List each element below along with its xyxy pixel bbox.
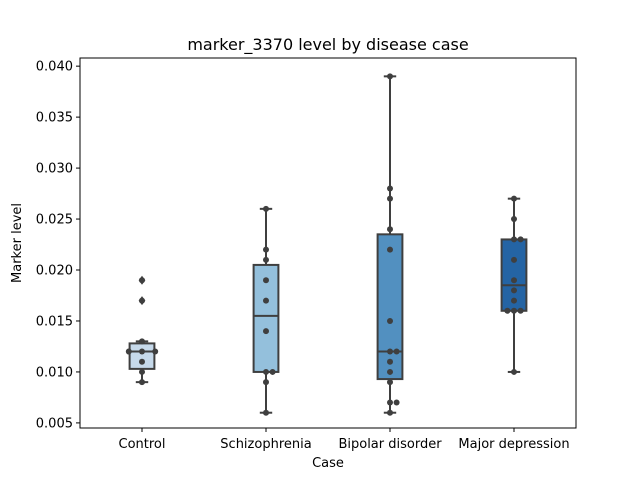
data-point — [511, 195, 517, 202]
data-point — [263, 277, 269, 284]
data-point — [387, 317, 393, 324]
x-axis: Control Schizophrenia Bipolar disorder Majo… — [119, 428, 570, 452]
data-point — [387, 73, 393, 80]
data-point — [517, 236, 524, 243]
y-tick-label: 0.030 — [36, 162, 73, 177]
y-tick-label: 0.010 — [36, 365, 73, 380]
swarm-group — [504, 195, 524, 375]
y-tick-label: 0.035 — [36, 111, 73, 126]
data-point — [511, 256, 517, 263]
data-point — [387, 195, 393, 202]
data-point — [139, 277, 145, 284]
data-point — [263, 205, 269, 212]
data-point — [387, 185, 393, 192]
data-point — [387, 226, 393, 233]
plot-area — [125, 73, 528, 416]
data-point — [263, 368, 269, 375]
swarm-group — [263, 205, 276, 416]
data-point — [387, 409, 393, 416]
x-axis-label: Case — [312, 456, 344, 471]
data-point — [387, 379, 393, 386]
x-tick-label: Control — [119, 437, 166, 452]
data-point — [263, 297, 269, 304]
box-group-bipolar-disorder — [376, 75, 404, 414]
data-point — [139, 348, 145, 355]
x-tick-label: Bipolar disorder — [338, 437, 442, 452]
data-point — [387, 358, 393, 365]
data-point — [269, 368, 276, 375]
box-group-major-depression — [500, 197, 528, 373]
data-point — [387, 399, 393, 406]
y-tick-label: 0.015 — [36, 314, 73, 329]
swarm-group — [387, 73, 400, 416]
data-point — [517, 307, 524, 314]
data-point — [511, 287, 517, 294]
iqr-box — [128, 342, 156, 370]
y-axis-label: Marker level — [10, 203, 25, 283]
plot-frame — [79, 57, 577, 429]
data-point — [152, 348, 159, 355]
data-point — [139, 358, 145, 365]
data-point — [387, 368, 393, 375]
chart-title: marker_3370 level by disease case — [187, 35, 468, 55]
data-point — [504, 307, 511, 314]
data-point — [511, 368, 517, 375]
data-point — [263, 409, 269, 416]
data-point — [511, 307, 517, 314]
data-point — [263, 328, 269, 335]
y-tick-label: 0.025 — [36, 213, 73, 228]
swarm-group — [125, 277, 159, 386]
iqr-box — [376, 233, 404, 381]
data-point — [393, 399, 400, 406]
x-tick-label: Major depression — [458, 437, 569, 452]
data-point — [139, 379, 145, 386]
data-point — [139, 368, 145, 375]
data-point — [139, 297, 145, 304]
data-point — [139, 338, 145, 345]
x-tick-label: Schizophrenia — [220, 437, 311, 452]
data-point — [387, 348, 393, 355]
y-tick-label: 0.005 — [36, 416, 73, 431]
data-point — [125, 348, 132, 355]
data-point — [263, 256, 269, 263]
data-point — [511, 236, 517, 243]
box-group-control — [128, 275, 156, 384]
data-point — [387, 246, 393, 253]
data-point — [511, 297, 517, 304]
data-point — [263, 246, 269, 253]
y-axis: 0.005 0.010 0.015 0.020 0.025 0.030 0.035 0.040 — [36, 60, 80, 431]
data-point — [511, 216, 517, 223]
data-point — [511, 277, 517, 284]
y-tick-label: 0.020 — [36, 264, 73, 279]
data-point — [263, 379, 269, 386]
y-tick-label: 0.040 — [36, 60, 73, 75]
data-point — [393, 348, 400, 355]
